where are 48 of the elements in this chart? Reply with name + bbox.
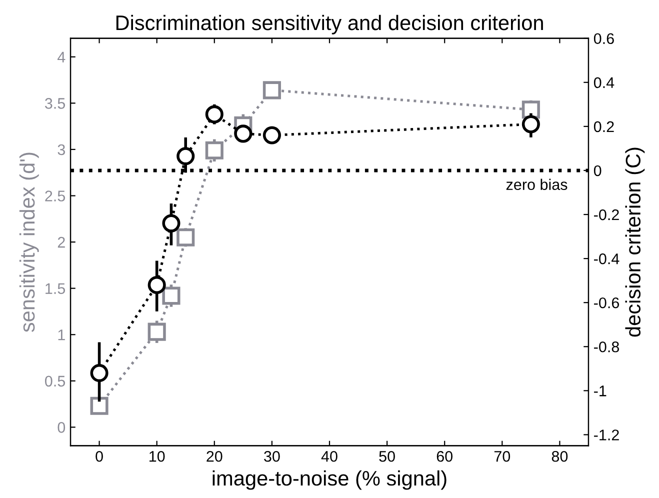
x-axis-title: image-to-noise (% signal) xyxy=(212,470,446,490)
point xyxy=(205,105,224,124)
x-tick-label: 0 xyxy=(96,450,103,462)
y2-tick-label: -0.2 xyxy=(594,209,619,220)
y-tick-label: 2 xyxy=(58,236,65,248)
x-tick-label: 40 xyxy=(321,450,338,462)
point xyxy=(162,214,180,232)
x-tick-label: 80 xyxy=(552,450,568,462)
y-axis-title: sensitivity index (d') xyxy=(19,152,39,332)
y-tick-label: 1.5 xyxy=(46,283,66,294)
y-tick-label: 1 xyxy=(58,330,65,340)
x-tick-label: 30 xyxy=(264,450,280,462)
point xyxy=(148,322,166,341)
chart-title: Discrimination sensitivity and decision criterion xyxy=(116,14,543,34)
point xyxy=(148,276,166,294)
y-tick-label: 0 xyxy=(58,422,66,433)
point xyxy=(522,100,540,119)
y-tick-label: 0.5 xyxy=(45,376,66,387)
x-tick-label: 10 xyxy=(150,450,165,462)
x-tick-label: 50 xyxy=(379,450,395,462)
point xyxy=(205,141,224,160)
y2-tick-label: -0.6 xyxy=(594,297,619,308)
x-tick-label: 70 xyxy=(494,450,510,462)
ref-line-label: zero bias xyxy=(506,178,568,190)
y2-tick-label: -0.4 xyxy=(594,253,620,264)
y2-tick-label: 0.4 xyxy=(594,77,614,88)
y2-tick-label: 0 xyxy=(594,165,602,176)
y-tick-label: 2.5 xyxy=(45,190,66,202)
point xyxy=(262,81,281,100)
point xyxy=(162,286,180,305)
point xyxy=(90,396,108,415)
point xyxy=(176,228,195,246)
y-tick-label: 4 xyxy=(58,52,66,62)
y-tick-label: 3.5 xyxy=(45,98,66,109)
y2-tick-label: -0.8 xyxy=(594,341,620,352)
point xyxy=(262,126,281,144)
point xyxy=(234,124,252,143)
y2-tick-label: -1.2 xyxy=(594,430,619,440)
point xyxy=(176,147,195,166)
point xyxy=(90,364,108,382)
x-tick-label: 20 xyxy=(206,450,222,462)
y2-axis-title: decision criterion (C) xyxy=(625,148,645,337)
point xyxy=(522,115,540,134)
y2-tick-label: 0.2 xyxy=(594,121,614,132)
x-tick-label: 60 xyxy=(436,450,453,462)
y2-tick-label: 0.6 xyxy=(594,33,614,44)
y2-tick-label: -1 xyxy=(594,386,606,396)
y-tick-label: 3 xyxy=(58,144,65,156)
